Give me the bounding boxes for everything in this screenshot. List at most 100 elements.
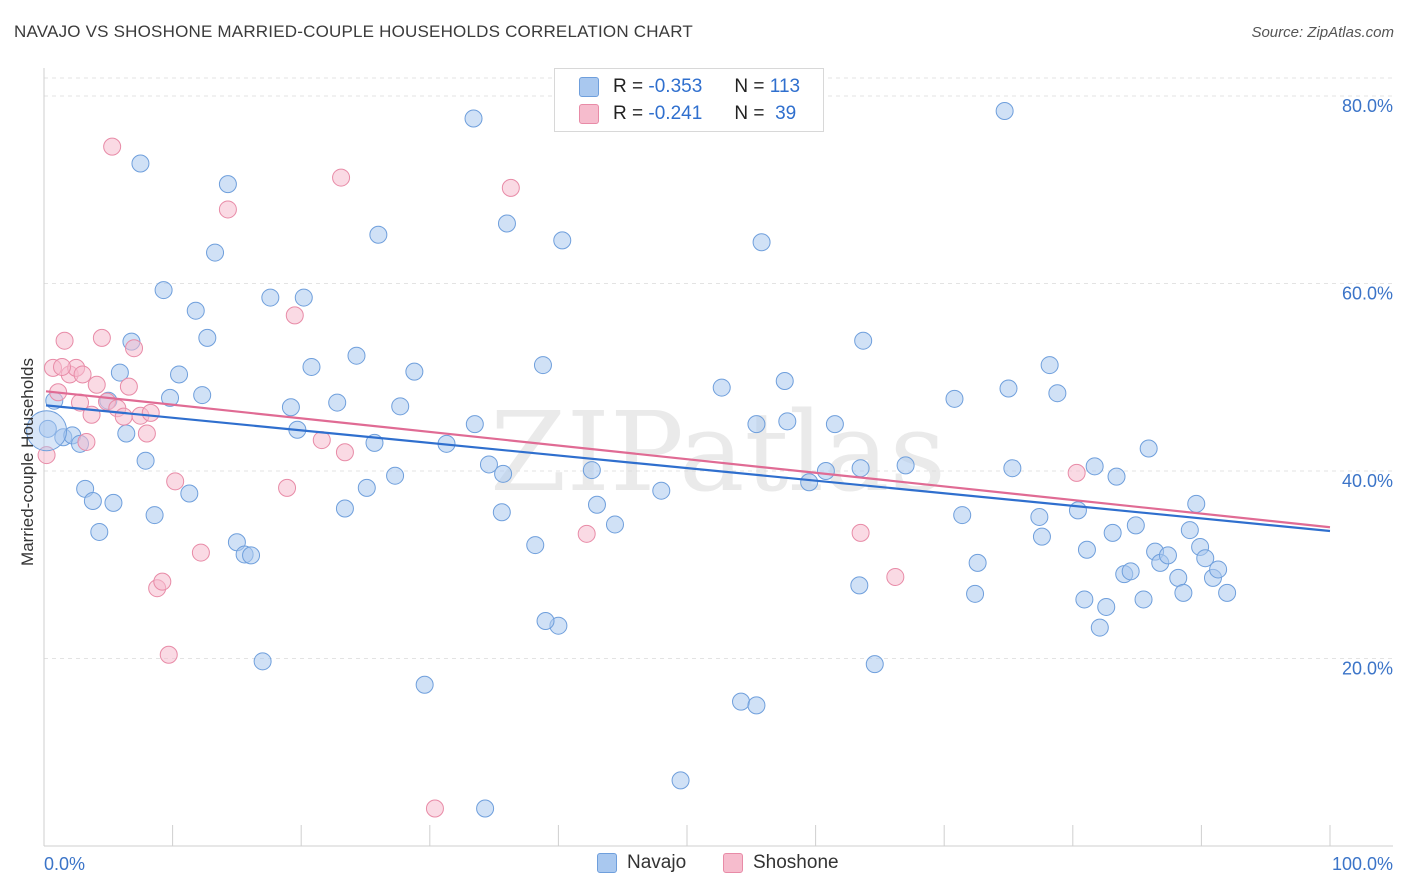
point-navajo xyxy=(854,331,873,350)
point-shoshone xyxy=(886,567,905,586)
point-navajo xyxy=(347,346,366,365)
point-shoshone xyxy=(278,478,297,497)
legend-n-label: N = xyxy=(734,103,765,124)
point-navajo xyxy=(536,612,555,630)
point-navajo xyxy=(1180,521,1199,540)
point-navajo xyxy=(533,356,552,375)
point-navajo xyxy=(464,109,483,128)
point-navajo xyxy=(652,481,671,500)
point-navajo xyxy=(851,459,870,478)
point-navajo xyxy=(206,243,225,262)
stats-legend: R = -0.353 N = 113 R = -0.241 N = 39 xyxy=(554,68,824,132)
point-shoshone xyxy=(425,799,444,818)
point-navajo-large xyxy=(26,410,68,452)
point-navajo xyxy=(261,288,280,307)
trend-line-navajo xyxy=(45,404,1331,533)
point-navajo xyxy=(369,225,388,244)
point-shoshone xyxy=(73,365,92,384)
x-tick-label: 100.0% xyxy=(1332,854,1393,874)
point-shoshone xyxy=(125,339,144,358)
point-navajo xyxy=(281,398,300,417)
legend-n-label: N = xyxy=(734,76,765,97)
trend-line-shoshone xyxy=(45,390,1331,529)
point-navajo xyxy=(1174,583,1193,602)
point-navajo xyxy=(995,102,1014,120)
point-navajo xyxy=(1187,494,1206,513)
point-navajo xyxy=(1121,562,1140,581)
point-navajo xyxy=(747,415,766,434)
point-navajo xyxy=(1107,467,1126,486)
point-shoshone xyxy=(137,424,156,443)
point-shoshone xyxy=(335,443,354,462)
point-navajo xyxy=(1068,501,1087,520)
point-navajo xyxy=(391,397,410,416)
series-swatch-shoshone xyxy=(723,853,743,873)
point-shoshone xyxy=(77,432,96,451)
point-navajo xyxy=(170,365,189,384)
y-tick-label: 60.0% xyxy=(1342,284,1393,304)
y-axis-label: Married-couple Households xyxy=(18,358,37,566)
series-legend-navajo[interactable]: Navajo xyxy=(597,852,686,874)
point-shoshone xyxy=(501,178,520,197)
point-navajo xyxy=(1075,590,1094,609)
point-navajo xyxy=(253,652,272,671)
point-navajo xyxy=(38,419,57,438)
point-navajo xyxy=(117,424,136,443)
point-navajo xyxy=(1126,516,1145,535)
point-navajo xyxy=(492,503,511,522)
point-navajo xyxy=(1103,523,1122,542)
point-navajo xyxy=(186,301,205,320)
point-navajo xyxy=(999,379,1018,398)
point-navajo xyxy=(1139,439,1158,458)
point-navajo xyxy=(145,506,164,525)
point-navajo xyxy=(1097,597,1116,616)
point-navajo xyxy=(966,584,985,603)
point-navajo xyxy=(1218,583,1237,602)
point-navajo xyxy=(294,288,313,307)
point-navajo xyxy=(816,462,835,480)
point-shoshone xyxy=(37,446,56,465)
point-navajo xyxy=(800,473,819,492)
point-shoshone xyxy=(92,328,111,347)
trend-lines xyxy=(45,390,1331,533)
point-navajo xyxy=(896,456,915,475)
gridlines xyxy=(44,77,1393,659)
point-navajo xyxy=(405,362,424,381)
point-shoshone xyxy=(191,543,210,562)
point-shoshone xyxy=(577,524,596,543)
legend-row-navajo: R = -0.353 N = 113 xyxy=(579,75,800,99)
point-shoshone xyxy=(1067,463,1086,482)
point-navajo xyxy=(1048,384,1067,403)
point-navajo xyxy=(778,412,797,431)
point-navajo xyxy=(825,415,844,434)
y-tick-label: 20.0% xyxy=(1342,659,1393,679)
point-navajo xyxy=(386,466,405,485)
point-shoshone xyxy=(166,472,185,491)
watermark: ZIPatlas xyxy=(490,388,946,516)
point-navajo xyxy=(136,451,155,470)
point-navajo xyxy=(752,233,771,252)
point-shoshone xyxy=(53,357,72,376)
point-navajo xyxy=(945,389,964,408)
x-tick-label: 0.0% xyxy=(44,854,85,874)
point-navajo xyxy=(465,415,484,434)
point-navajo xyxy=(154,281,173,300)
legend-r-value: -0.353 xyxy=(648,76,703,97)
point-navajo xyxy=(1134,590,1153,609)
point-navajo xyxy=(1032,527,1051,546)
point-navajo xyxy=(1085,457,1104,476)
point-navajo xyxy=(497,214,516,233)
point-navajo xyxy=(357,478,376,497)
point-navajo xyxy=(1196,549,1215,568)
series-legend-shoshone[interactable]: Shoshone xyxy=(723,852,839,874)
legend-n-value: 39 xyxy=(775,103,797,124)
legend-r-label: R = xyxy=(613,76,644,97)
point-navajo xyxy=(732,692,751,711)
point-navajo xyxy=(1040,356,1059,375)
point-navajo xyxy=(110,363,129,382)
point-shoshone xyxy=(153,572,172,591)
point-navajo xyxy=(605,515,624,534)
point-navajo xyxy=(953,506,972,525)
legend-swatch-shoshone xyxy=(579,104,599,124)
point-navajo xyxy=(218,175,237,194)
